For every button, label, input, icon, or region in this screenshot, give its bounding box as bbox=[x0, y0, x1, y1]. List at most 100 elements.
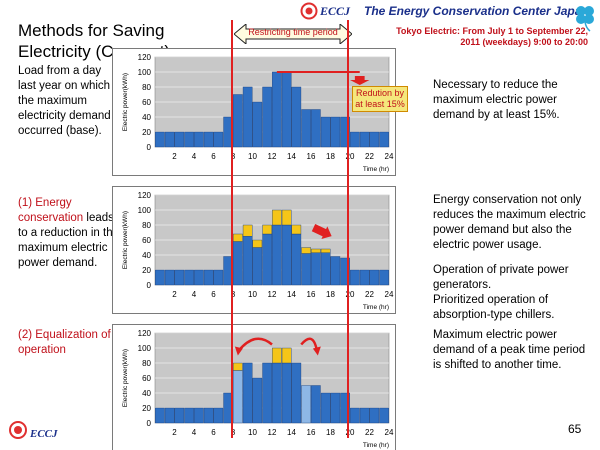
bar bbox=[272, 224, 282, 286]
x-axis-label: Time (hr) bbox=[363, 442, 389, 449]
footer-logo-text: ECCJ bbox=[30, 428, 58, 440]
bar-reduction-segment bbox=[281, 347, 292, 364]
bar-reduction-segment bbox=[320, 248, 331, 253]
bar bbox=[203, 407, 214, 424]
x-tick-label: 14 bbox=[287, 152, 296, 161]
bar bbox=[301, 109, 311, 148]
bar bbox=[291, 233, 302, 286]
bar-reduction-segment bbox=[291, 224, 302, 235]
x-tick-label: 4 bbox=[192, 290, 197, 299]
bar bbox=[320, 116, 331, 148]
y-tick-label: 120 bbox=[138, 191, 152, 200]
bar bbox=[174, 131, 185, 148]
x-tick-label: 10 bbox=[248, 290, 257, 299]
y-tick-label: 0 bbox=[147, 281, 152, 290]
bar bbox=[340, 116, 350, 148]
y-axis-label: Electric power(kWh) bbox=[122, 73, 129, 131]
bar-reduction-segment bbox=[301, 247, 311, 254]
x-tick-label: 6 bbox=[211, 428, 216, 437]
x-tick-label: 2 bbox=[172, 428, 177, 437]
bar bbox=[359, 269, 370, 286]
x-tick-label: 20 bbox=[346, 152, 355, 161]
arrow-icon bbox=[311, 223, 332, 240]
y-tick-label: 0 bbox=[147, 419, 152, 428]
bar bbox=[379, 407, 389, 424]
bar bbox=[184, 269, 194, 286]
bar bbox=[301, 253, 311, 286]
x-tick-label: 10 bbox=[248, 152, 257, 161]
section1-description: Load from a day last year on which the m… bbox=[18, 65, 111, 137]
x-tick-label: 20 bbox=[346, 428, 355, 437]
section2-note-2: Operation of private power generators. bbox=[433, 264, 569, 291]
y-tick-label: 40 bbox=[142, 389, 151, 398]
bar bbox=[262, 233, 272, 286]
bar bbox=[242, 236, 253, 286]
y-tick-label: 60 bbox=[142, 98, 151, 107]
bar bbox=[350, 407, 360, 424]
bar bbox=[340, 257, 350, 286]
y-tick-label: 100 bbox=[138, 68, 152, 77]
bar bbox=[213, 131, 224, 148]
eccj-footer-logo: ECCJ bbox=[8, 412, 68, 442]
x-tick-label: 22 bbox=[365, 290, 374, 299]
y-tick-label: 20 bbox=[142, 266, 151, 275]
bar-reduction-segment bbox=[272, 209, 282, 226]
x-tick-label: 8 bbox=[231, 290, 236, 299]
bar-reduction-segment bbox=[272, 347, 282, 364]
bar bbox=[213, 269, 224, 286]
bar bbox=[359, 407, 370, 424]
bar bbox=[233, 94, 243, 148]
bar bbox=[262, 362, 272, 424]
bar bbox=[281, 71, 292, 148]
y-tick-label: 80 bbox=[142, 221, 151, 230]
clover-icon bbox=[576, 6, 594, 32]
restricting-period-label: Restricting time period bbox=[248, 27, 338, 37]
bar-reduction-segment bbox=[242, 224, 253, 237]
bar bbox=[194, 407, 204, 424]
shift-arrow-left bbox=[237, 337, 273, 352]
y-tick-label: 40 bbox=[142, 251, 151, 260]
section3-heading: (2) Equalization of operation bbox=[18, 329, 111, 356]
bar bbox=[174, 269, 185, 286]
bar bbox=[242, 86, 253, 148]
organization-name: The Energy Conservation Center Japan bbox=[364, 4, 589, 18]
bar bbox=[311, 252, 321, 286]
bar bbox=[213, 407, 224, 424]
y-axis-label: Electric power(kWh) bbox=[122, 211, 129, 269]
section2-heading: (1) Energy conservation bbox=[18, 197, 84, 224]
y-tick-label: 100 bbox=[138, 206, 152, 215]
eccj-header-logo: ECCJ bbox=[300, 2, 360, 20]
x-tick-label: 8 bbox=[231, 428, 236, 437]
bar bbox=[252, 377, 263, 424]
y-tick-label: 60 bbox=[142, 236, 151, 245]
section2-description: (1) Energy conservation leads to a reduc… bbox=[18, 196, 120, 271]
bar bbox=[369, 407, 380, 424]
x-tick-label: 24 bbox=[385, 152, 394, 161]
bar bbox=[184, 407, 194, 424]
section2-notes: Energy conservation not only reduces the… bbox=[433, 193, 593, 323]
x-tick-label: 12 bbox=[268, 428, 277, 437]
x-axis-label: Time (hr) bbox=[363, 304, 389, 311]
x-tick-label: 6 bbox=[211, 152, 216, 161]
bar bbox=[272, 71, 282, 148]
bar bbox=[369, 131, 380, 148]
bar bbox=[184, 131, 194, 148]
y-tick-label: 40 bbox=[142, 113, 151, 122]
bar bbox=[359, 131, 370, 148]
bar bbox=[164, 131, 175, 148]
tepco-restriction-note: Tokyo Electric: From July 1 to September… bbox=[396, 26, 588, 47]
bar bbox=[291, 362, 302, 424]
header-logo-text: ECCJ bbox=[320, 4, 351, 18]
y-tick-label: 20 bbox=[142, 404, 151, 413]
y-tick-label: 80 bbox=[142, 359, 151, 368]
restrict-end-line bbox=[347, 20, 349, 438]
x-tick-label: 24 bbox=[385, 290, 394, 299]
x-tick-label: 16 bbox=[307, 290, 316, 299]
x-tick-label: 22 bbox=[365, 152, 374, 161]
x-tick-label: 18 bbox=[326, 290, 335, 299]
y-tick-label: 20 bbox=[142, 128, 151, 137]
bar bbox=[233, 241, 243, 286]
